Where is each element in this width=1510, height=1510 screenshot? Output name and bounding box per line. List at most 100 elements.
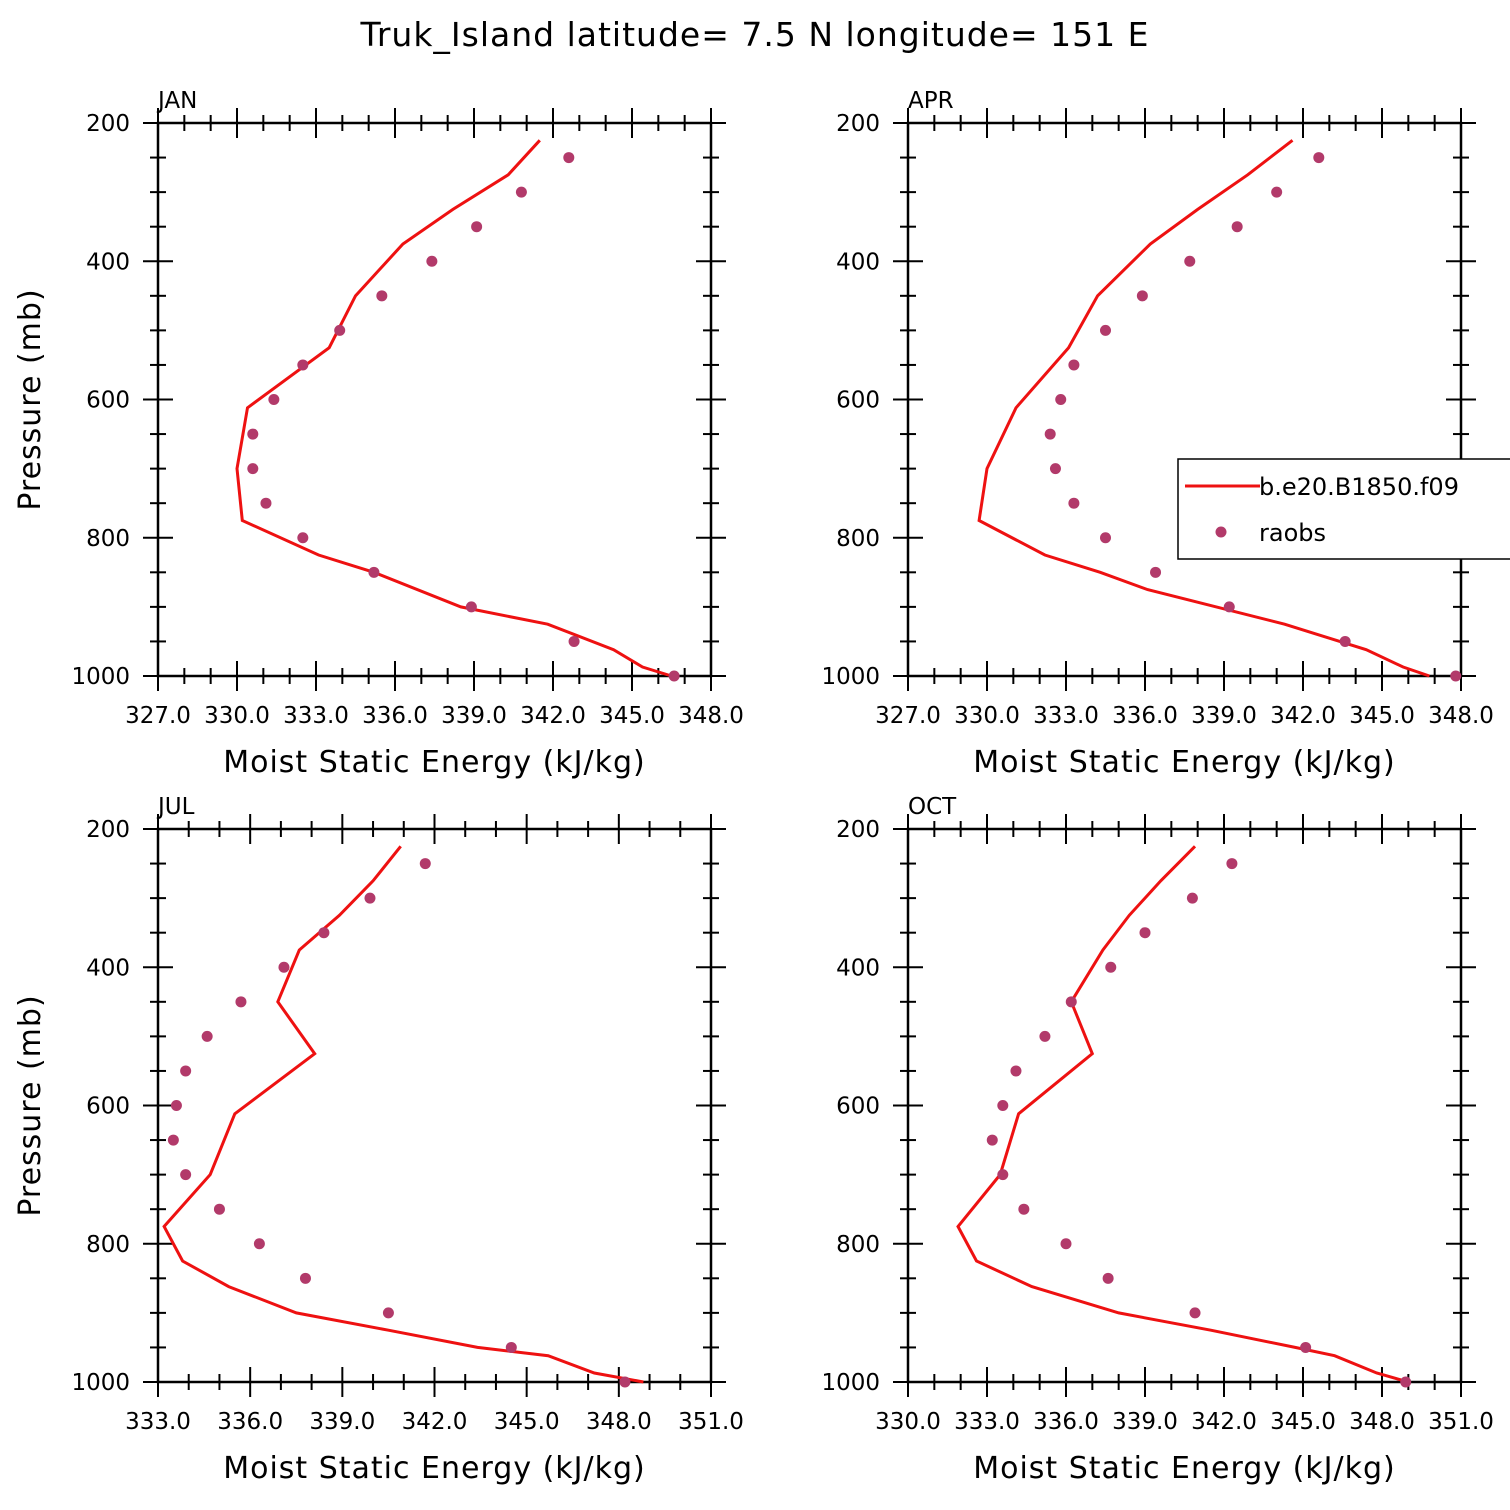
x-tick-label: 348.0 bbox=[678, 703, 744, 729]
y-tick-label: 200 bbox=[86, 817, 130, 843]
x-tick-label: 336.0 bbox=[362, 703, 428, 729]
obs-point bbox=[515, 186, 527, 198]
obs-point bbox=[247, 428, 259, 440]
obs-point bbox=[1105, 961, 1117, 973]
legend-model-label: b.e20.B1850.f09 bbox=[1259, 473, 1459, 501]
x-tick-label: 345.0 bbox=[599, 703, 665, 729]
chart-title: Truk_Island latitude= 7.5 N longitude= 1… bbox=[360, 15, 1150, 54]
x-axis-label: Moist Static Energy (kJ/kg) bbox=[973, 1451, 1396, 1486]
x-tick-label: 330.0 bbox=[875, 1409, 941, 1435]
obs-point bbox=[167, 1134, 179, 1146]
obs-point bbox=[1231, 221, 1243, 233]
obs-point bbox=[1010, 1065, 1022, 1077]
obs-point bbox=[426, 255, 438, 267]
x-tick-label: 351.0 bbox=[1428, 1409, 1494, 1435]
obs-point bbox=[1400, 1376, 1412, 1388]
obs-point bbox=[1039, 1030, 1051, 1042]
obs-point bbox=[1150, 566, 1162, 578]
obs-point bbox=[1049, 463, 1061, 475]
y-tick-label: 400 bbox=[836, 249, 880, 275]
y-tick-label: 800 bbox=[86, 526, 130, 552]
x-tick-label: 327.0 bbox=[875, 703, 941, 729]
obs-point bbox=[997, 1100, 1009, 1111]
x-tick-label: 345.0 bbox=[1270, 1409, 1336, 1435]
obs-point bbox=[1186, 892, 1198, 904]
x-tick-label: 336.0 bbox=[1112, 703, 1178, 729]
obs-point bbox=[1300, 1341, 1312, 1353]
obs-point bbox=[180, 1169, 192, 1181]
obs-point bbox=[297, 532, 309, 544]
x-tick-label: 342.0 bbox=[1270, 703, 1336, 729]
y-tick-label: 1000 bbox=[71, 1370, 130, 1396]
obs-point bbox=[1139, 927, 1151, 939]
obs-point bbox=[1018, 1203, 1030, 1215]
x-axis-label: Moist Static Energy (kJ/kg) bbox=[973, 745, 1396, 780]
x-tick-label: 345.0 bbox=[494, 1409, 560, 1435]
model-line bbox=[956, 845, 1409, 1384]
obs-point bbox=[997, 1169, 1009, 1181]
panel-label: OCT bbox=[908, 794, 957, 820]
x-tick-label: 333.0 bbox=[125, 1409, 191, 1435]
plot-frame bbox=[906, 121, 1463, 678]
model-line bbox=[977, 139, 1430, 678]
model-line bbox=[162, 845, 644, 1384]
x-tick-label: 333.0 bbox=[1033, 703, 1099, 729]
legend-obs-label: raobs bbox=[1259, 519, 1326, 547]
obs-point bbox=[1102, 1272, 1114, 1284]
x-axis-label: Moist Static Energy (kJ/kg) bbox=[223, 1451, 646, 1486]
obs-point bbox=[382, 1307, 394, 1319]
y-tick-label: 400 bbox=[836, 955, 880, 981]
obs-point bbox=[201, 1030, 213, 1042]
obs-point bbox=[1226, 858, 1238, 870]
y-tick-label: 800 bbox=[836, 1232, 880, 1258]
plot-frame bbox=[906, 827, 1463, 1384]
obs-point bbox=[986, 1134, 998, 1146]
x-tick-label: 351.0 bbox=[678, 1409, 744, 1435]
x-tick-label: 348.0 bbox=[586, 1409, 652, 1435]
x-tick-label: 330.0 bbox=[954, 703, 1020, 729]
obs-point bbox=[1068, 359, 1080, 371]
obs-point bbox=[1450, 670, 1462, 682]
y-tick-label: 400 bbox=[86, 249, 130, 275]
obs-point bbox=[235, 996, 247, 1008]
x-tick-label: 339.0 bbox=[1191, 703, 1257, 729]
obs-point bbox=[1136, 290, 1148, 302]
x-tick-label: 327.0 bbox=[125, 703, 191, 729]
obs-point bbox=[465, 601, 477, 613]
y-tick-label: 1000 bbox=[821, 664, 880, 690]
obs-point bbox=[376, 290, 388, 302]
model-line bbox=[235, 139, 672, 678]
y-tick-label: 600 bbox=[86, 1094, 130, 1120]
obs-point bbox=[1271, 186, 1283, 198]
obs-point bbox=[1223, 601, 1235, 613]
obs-point bbox=[268, 394, 280, 405]
panel-label: JAN bbox=[156, 88, 197, 114]
y-tick-label: 1000 bbox=[821, 1370, 880, 1396]
x-tick-label: 339.0 bbox=[441, 703, 507, 729]
obs-point bbox=[1100, 324, 1111, 336]
obs-point bbox=[318, 927, 330, 939]
obs-point bbox=[619, 1376, 631, 1388]
x-tick-label: 345.0 bbox=[1349, 703, 1415, 729]
legend-box bbox=[1177, 458, 1510, 560]
obs-point bbox=[213, 1203, 225, 1215]
x-tick-label: 336.0 bbox=[1033, 1409, 1099, 1435]
y-tick-label: 600 bbox=[86, 388, 130, 414]
y-axis-label: Pressure (mb) bbox=[13, 994, 48, 1216]
obs-point bbox=[1060, 1238, 1072, 1250]
obs-point bbox=[1189, 1307, 1201, 1319]
obs-point bbox=[1184, 255, 1196, 267]
obs-point bbox=[1055, 394, 1067, 405]
panel-jul: JUL 200 400 600 800 1000 333.0 336.0 339.0 342.0 3… bbox=[13, 794, 744, 1486]
obs-point bbox=[170, 1100, 182, 1111]
panel-jan: JAN 200 400 600 800 1000 327.0 330.0 333.0 336.0 3… bbox=[13, 88, 744, 780]
x-tick-label: 333.0 bbox=[954, 1409, 1020, 1435]
obs-point bbox=[1313, 152, 1325, 164]
legend: b.e20.B1850.f09 raobs bbox=[1177, 458, 1510, 560]
y-tick-label: 200 bbox=[836, 817, 880, 843]
panel-apr: APR 200 400 600 800 1000 327.0 330.0 333.0 336.0 3… bbox=[821, 88, 1493, 780]
obs-point bbox=[419, 858, 431, 870]
obs-point bbox=[247, 463, 259, 475]
obs-point bbox=[180, 1065, 192, 1077]
x-tick-label: 342.0 bbox=[520, 703, 586, 729]
